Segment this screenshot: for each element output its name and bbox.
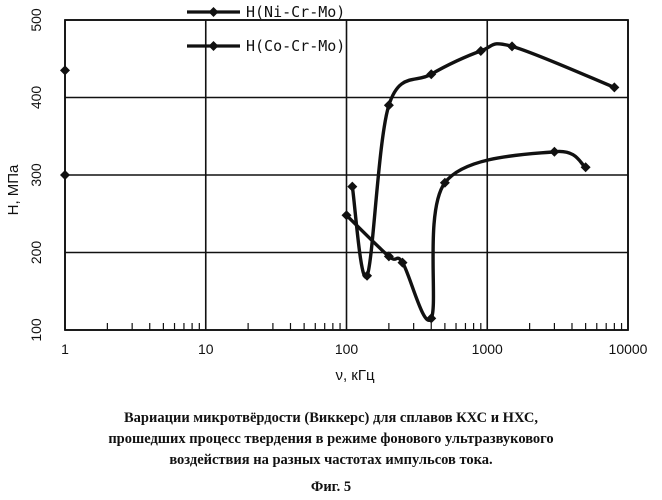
y-tick-label: 300 — [28, 163, 44, 187]
data-point — [60, 65, 70, 76]
chart: 100 200 300 400 500 1 10 100 1000 10000 H(Ni-Cr-… — [5, 3, 648, 384]
data-point — [362, 270, 373, 281]
legend-entry-1: H(Ni-Cr-Mo) — [187, 3, 345, 21]
data-point — [341, 210, 352, 221]
x-axis-ticks: 1 10 100 1000 10000 — [61, 341, 648, 357]
x-tick-label: 10000 — [609, 341, 648, 357]
y-tick-label: 400 — [28, 86, 44, 110]
data-point — [426, 69, 437, 80]
legend: H(Ni-Cr-Mo) H(Co-Cr-Mo) — [187, 3, 345, 55]
data-point — [439, 177, 450, 188]
minor-tick-marks — [106, 323, 623, 330]
data-point — [60, 170, 70, 180]
x-axis-label: ν, кГц — [335, 367, 375, 384]
figure-caption: Вариации микротвёрдости (Виккерс) для сп… — [0, 408, 662, 471]
y-axis-label: H, МПа — [5, 164, 22, 215]
caption-line-3: воздействия на разных частотах импульсов… — [169, 452, 493, 468]
data-point — [475, 46, 486, 56]
data-point — [580, 162, 591, 173]
data-point — [397, 257, 408, 268]
caption-line-1: Вариации микротвёрдости (Виккерс) для сп… — [124, 410, 538, 426]
series-layer — [60, 41, 620, 324]
caption-line-2: прошедших процесс твердения в режиме фон… — [108, 431, 554, 447]
data-point — [507, 41, 518, 52]
grid-lines — [64, 19, 629, 331]
legend-label: H(Co-Cr-Mo) — [246, 37, 345, 55]
series-1 — [60, 146, 591, 324]
legend-entry-2: H(Co-Cr-Mo) — [187, 37, 345, 55]
legend-marker — [208, 7, 219, 17]
series-2 — [60, 41, 620, 281]
legend-marker — [208, 41, 219, 51]
y-tick-label: 500 — [28, 8, 44, 32]
data-point — [426, 313, 437, 324]
y-axis-label-text: H, МПа — [5, 164, 22, 215]
legend-label: H(Ni-Cr-Mo) — [246, 3, 345, 21]
data-point — [383, 100, 394, 111]
series-line — [344, 149, 588, 323]
figure-label: Фиг. 5 — [310, 479, 352, 495]
y-tick-label: 200 — [28, 241, 44, 265]
data-point — [549, 146, 560, 157]
data-point — [383, 251, 394, 262]
y-tick-label: 100 — [28, 318, 44, 342]
y-axis-ticks: 100 200 300 400 500 — [28, 8, 44, 342]
x-tick-label: 1000 — [472, 341, 503, 357]
data-point — [347, 181, 358, 192]
x-tick-label: 1 — [61, 341, 69, 357]
x-tick-label: 10 — [198, 341, 214, 357]
x-tick-label: 100 — [335, 341, 359, 357]
data-point — [609, 82, 620, 93]
